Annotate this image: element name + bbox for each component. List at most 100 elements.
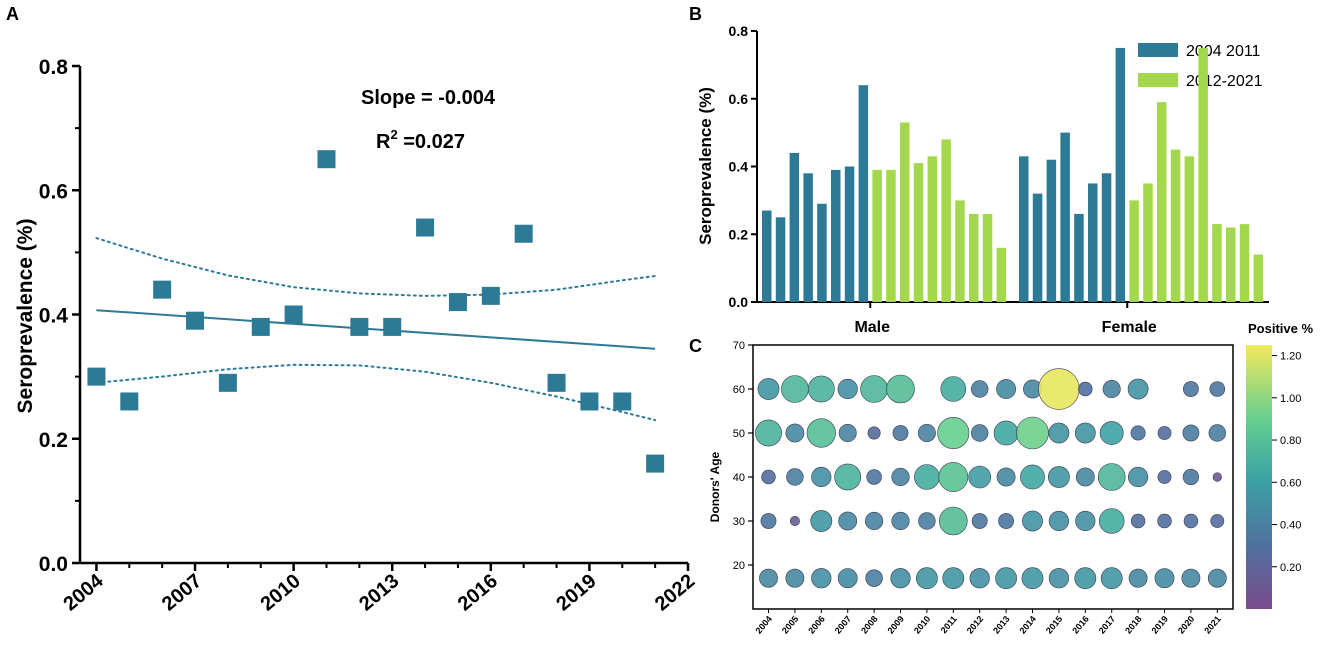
panel-c-bubble [1183,381,1199,397]
panel-c-bubble [781,375,809,403]
panel-c-bubble [811,466,832,488]
panel-c-bubble [866,469,882,485]
panel-b-bar [1060,132,1070,302]
panel-c-bubble [834,463,862,491]
panel-c-bubble [785,423,805,443]
panel-c-x-tick-label: 2015 [1044,614,1065,636]
panel-c-x-tick-label: 2008 [859,614,880,636]
panel-c-x-tick-label: 2009 [885,614,906,636]
panel-a-data-point [120,392,139,411]
panel-b-y-axis-title: Seroprevalence (%) [696,87,715,245]
panel-a-data-point [218,373,237,392]
panel-b-bar [1143,183,1153,302]
panel-c-bubble [995,567,1018,590]
panel-a-data-point [284,305,303,324]
panel-c-x-tick-label: 2017 [1097,614,1118,636]
panel-a-x-tick-label: 2016 [454,570,502,615]
panel-c-x-tick-label: 2021 [1202,614,1223,636]
panel-c-bubble [1021,567,1044,590]
panel-c-bubble [1130,425,1146,441]
panel-a-x-tick-label: 2019 [552,570,600,615]
panel-c-bubble [860,375,888,403]
panel-b-bar [1157,102,1167,302]
panel-c-bubble [1157,513,1172,529]
panel-c-bubble [940,376,967,402]
panel-c-bubble [760,513,777,529]
panel-c-bubble [1102,379,1121,398]
panel-b-bar [955,200,965,302]
panel-c-bubble [970,380,989,398]
panel-a-r2-annotation: R2 =0.027 [376,127,465,153]
panel-c-bubble [1182,424,1200,442]
panel-b-group-label-male: Male [854,319,890,336]
legend-label-2004-2011: 2004 2011 [1186,43,1261,60]
panel-b-bar [1115,47,1126,302]
panel-a-fit-line [96,309,656,350]
panel-c-bubble [837,378,858,400]
panel-a-y-tick-label: 0.0 [39,553,68,576]
panel-b-bar [775,217,786,302]
panel-c-bubble [1154,568,1175,589]
panel-c-bubble [969,568,990,589]
panel-c-bubble [1127,378,1149,400]
panel-c-x-tick-label: 2018 [1123,614,1144,636]
colorbar-title: Positive % [1248,321,1313,336]
panel-b-bar [1170,149,1181,302]
panel-c-bubble [970,424,989,442]
panel-c-bubble [892,425,909,441]
panel-c-bubble [1183,513,1199,529]
panel-c-bubble [938,506,968,536]
panel-c-bubble [1075,467,1095,487]
panel-a-ci-upper [95,237,657,297]
panel-a-slope-annotation: Slope = -0.004 [361,87,496,109]
r2-prefix: R [376,131,391,153]
panel-c-x-tick-label: 2005 [780,614,801,636]
panel-c-bubble [996,467,1016,487]
panel-c-bubble [1097,463,1126,491]
panel-a-data-point [580,392,599,411]
colorbar [1246,345,1272,609]
panel-c-x-tick-label: 2010 [912,614,933,636]
panel-c-bubble [1075,510,1096,532]
panel-c-bubble [1016,416,1049,450]
panel-c-bubble [1022,510,1043,532]
panel-b-bar [969,213,979,302]
panel-c-bubble [1212,472,1222,482]
colorbar-tick-label: 1.00 [1280,393,1301,405]
panel-c-bubble [1207,568,1227,588]
panel-c-x-tick-label: 2020 [1176,614,1197,636]
panel-b-bar [1129,200,1139,302]
panel-b-bar [1019,156,1029,302]
panel-b-bar [1198,47,1208,302]
panel-a-data-point [153,280,172,299]
panel-b-bar [762,210,772,302]
panel-c-bubble [918,512,936,530]
panel-c-bubble [785,568,805,588]
panel-c-y-tick-label: 40 [733,472,745,484]
panel-a-scatter: Seroprevalence (%) Slope = -0.004 R2 =0.… [14,56,699,615]
panel-a-x-tick-label: 2007 [158,570,206,615]
panel-b-y-tick-label: 0.8 [729,23,749,39]
panel-b-bar [844,166,855,302]
panel-c-bubble [886,374,915,404]
panel-b-bar [1239,224,1250,302]
panel-a-label: A [6,4,19,24]
panel-b-bar [1046,159,1057,302]
panel-a-data-point [514,224,533,243]
panel-b-bar [831,169,841,302]
r2-value: =0.027 [398,131,465,153]
panel-c-x-tick-label: 2006 [806,614,827,636]
panel-c-y-tick-label: 50 [733,428,745,440]
panel-c-bubble [810,510,833,532]
panel-c-bubble [916,567,938,590]
panel-b-bar [1032,193,1043,302]
colorbar-tick-label: 0.60 [1280,477,1301,489]
panel-c-bubble [917,423,936,442]
panel-c-bubble [761,469,776,485]
panel-b-bar [817,203,827,302]
panel-c-bubble [757,378,780,400]
panel-c-x-tick-label: 2016 [1070,614,1091,636]
panel-a-y-tick-label: 0.6 [39,180,68,203]
panel-b-bar [941,139,951,302]
panel-a-data-point [251,317,270,336]
